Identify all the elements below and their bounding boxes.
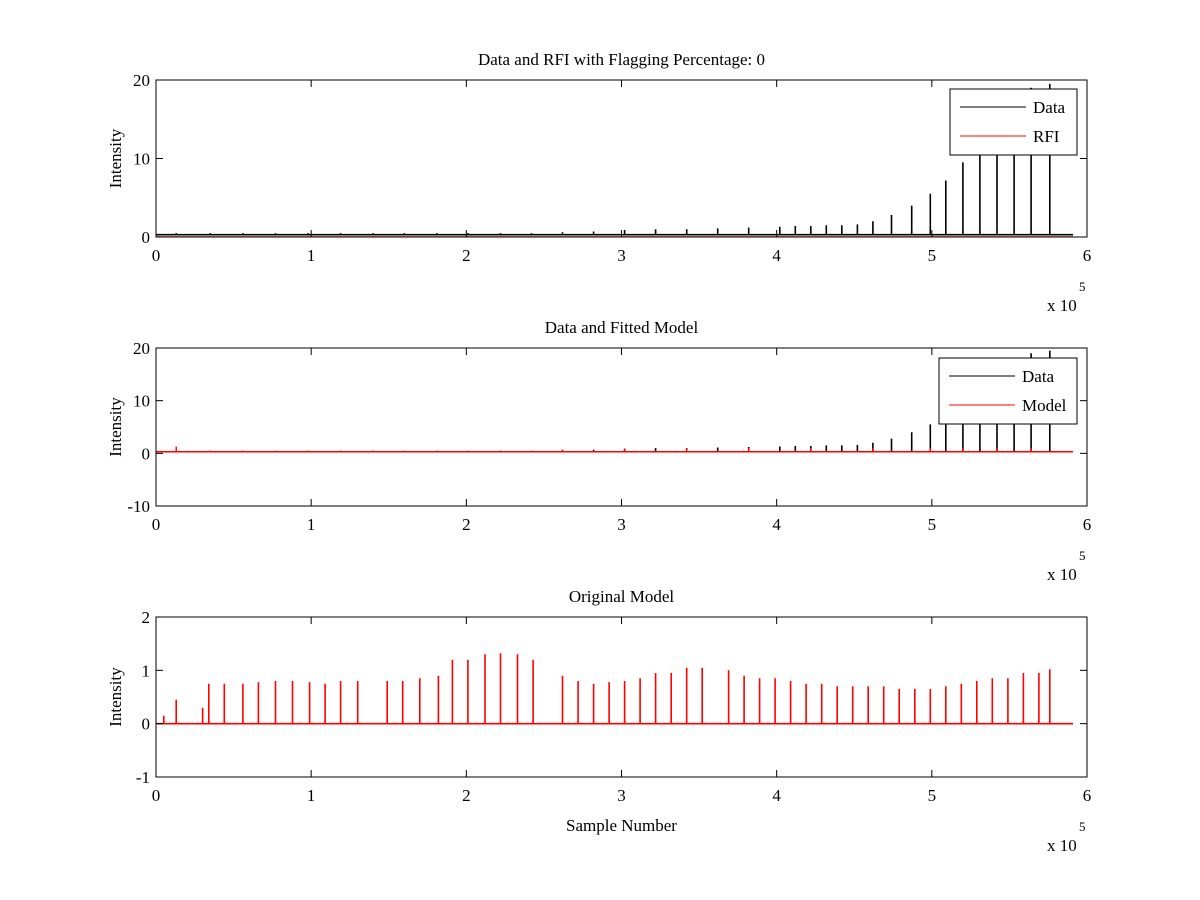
x-multiplier-exponent: 5 [1079, 548, 1086, 563]
y-tick-label: 20 [133, 339, 150, 358]
x-tick-label: 5 [928, 786, 937, 805]
y-axis-label: Intensity [106, 128, 125, 188]
y-tick-label: 2 [142, 608, 151, 627]
x-tick-label: 3 [617, 246, 626, 265]
x-tick-label: 0 [152, 246, 161, 265]
y-tick-label: 0 [142, 444, 151, 463]
axes-box [155, 79, 1088, 238]
legend-label-data: Data [1022, 367, 1055, 386]
x-multiplier-exponent: 5 [1079, 819, 1086, 834]
x-multiplier-exponent: 5 [1079, 279, 1086, 294]
series-line-model [156, 446, 1074, 453]
y-tick-label: -1 [136, 768, 150, 787]
x-tick-label: 1 [307, 515, 316, 534]
x-axis-label: Sample Number [566, 816, 677, 835]
y-axis-label: Intensity [106, 667, 125, 727]
chart-title: Original Model [569, 587, 675, 606]
chart-title: Data and RFI with Flagging Percentage: 0 [478, 50, 765, 69]
x-tick-label: 3 [617, 786, 626, 805]
y-tick-label: 20 [133, 71, 150, 90]
legend-label-model: Model [1022, 396, 1067, 415]
y-tick-label: 10 [133, 392, 150, 411]
legend-label-rfi: RFI [1033, 127, 1060, 146]
y-axis-label: Intensity [106, 397, 125, 457]
x-multiplier-label: x 10 [1047, 565, 1077, 584]
x-multiplier-label: x 10 [1047, 296, 1077, 315]
x-tick-label: 0 [152, 786, 161, 805]
axes-box [155, 616, 1088, 778]
y-tick-label: 10 [133, 150, 150, 169]
series-line-model [156, 653, 1074, 725]
series-line-data [156, 83, 1074, 236]
legend: Data RFI [949, 88, 1078, 156]
y-tick-label: -10 [127, 497, 150, 516]
x-tick-label: 2 [462, 246, 471, 265]
y-tick-label: 1 [142, 661, 151, 680]
chart-title: Data and Fitted Model [545, 318, 699, 337]
legend-label-data: Data [1033, 98, 1066, 117]
x-tick-label: 1 [307, 246, 316, 265]
legend-box [949, 88, 1078, 156]
x-tick-label: 6 [1083, 515, 1092, 534]
chart-panel-1: 0 1 2 3 4 5 6 0 10 20 Data and RFI with Flagging P… [106, 50, 1091, 315]
x-tick-label: 2 [462, 515, 471, 534]
series-line-data [156, 350, 1074, 453]
x-tick-label: 3 [617, 515, 626, 534]
x-tick-label: 4 [772, 515, 781, 534]
y-tick-label: 0 [142, 715, 151, 734]
x-multiplier-label: x 10 [1047, 836, 1077, 855]
y-tick-label: 0 [142, 228, 151, 247]
x-tick-label: 4 [772, 246, 781, 265]
x-tick-label: 0 [152, 515, 161, 534]
x-tick-label: 2 [462, 786, 471, 805]
x-tick-label: 6 [1083, 246, 1092, 265]
x-tick-label: 6 [1083, 786, 1092, 805]
legend: Data Model [938, 357, 1078, 425]
x-tick-label: 4 [772, 786, 781, 805]
x-tick-label: 5 [928, 515, 937, 534]
legend-box [938, 357, 1078, 425]
x-tick-label: 5 [928, 246, 937, 265]
x-tick-label: 1 [307, 786, 316, 805]
